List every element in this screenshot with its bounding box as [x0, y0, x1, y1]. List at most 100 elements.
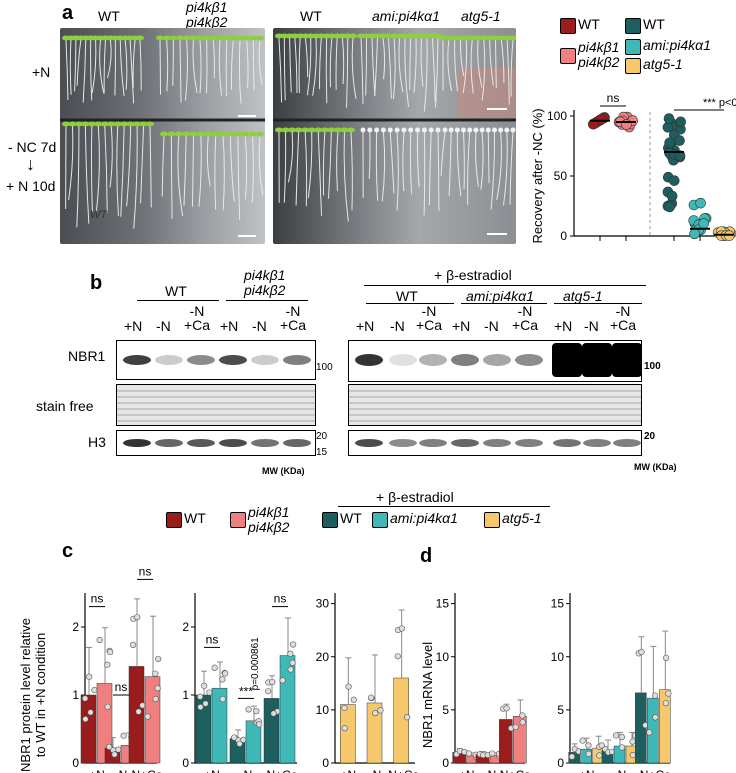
blot-band [355, 439, 383, 447]
data-point [629, 752, 636, 759]
blot-band [355, 354, 383, 366]
seedling-root [192, 39, 198, 93]
blot-right-wt-line [366, 303, 454, 304]
panel-a-label: a [62, 2, 74, 24]
seedling-root [371, 37, 376, 97]
seedling-root [322, 131, 326, 196]
legend-cd-ami-swatch [372, 512, 388, 528]
data-point [253, 708, 260, 715]
data-point [290, 641, 297, 648]
seedling-leaf [462, 35, 471, 41]
legend-cd-atg5-label: atg5-1 [502, 510, 542, 526]
seedling-root [179, 39, 182, 103]
y-tick-label: 0 [557, 756, 564, 770]
seedling-leaf [204, 131, 213, 137]
seedling-leaf [182, 131, 191, 137]
ns-label: ns [274, 592, 287, 606]
seedling-root [68, 125, 74, 201]
seedling-leaf [435, 127, 441, 133]
seedling-leaf [242, 35, 251, 41]
legend-a-pi4k-swatch [560, 48, 576, 64]
data-point [104, 703, 111, 710]
seedling-root [448, 131, 452, 196]
legend-a-pi4k-label: pi4kβ1 pi4kβ2 [578, 39, 620, 70]
seedling-root [463, 131, 465, 189]
seedling-root [409, 131, 413, 195]
seedling-leaf [256, 131, 264, 137]
seedling-leaf [380, 127, 386, 133]
blot-left-lane-ca: -N +Ca [280, 303, 307, 333]
blot-band [219, 355, 247, 365]
seedling-leaf [428, 127, 434, 133]
x-tick-label: +N [204, 768, 220, 773]
scatter-point [664, 137, 675, 149]
seedling-root [480, 131, 484, 190]
seedling-root [381, 131, 386, 202]
seedling-leaf [333, 127, 342, 133]
seedling-root [389, 131, 395, 194]
y-tick-label: 10 [551, 650, 565, 664]
seedling-root [447, 39, 453, 92]
scatter-point [668, 175, 680, 186]
y-tick-label: 20 [316, 650, 330, 664]
x-tick-label: -N+Ca [262, 768, 297, 773]
scatter-point [674, 135, 685, 146]
seedling-root [487, 131, 490, 184]
seedling-root [432, 37, 436, 103]
seedling-leaf [139, 121, 148, 127]
data-point [197, 703, 204, 711]
y-tick-label: 0 [560, 229, 567, 243]
blot-band [123, 355, 151, 365]
data-point [152, 695, 159, 703]
seedling-root [237, 135, 241, 220]
seedling-root [346, 37, 349, 108]
seedling-leaf [373, 33, 382, 39]
row-recovery-label: + N 10d [6, 178, 56, 194]
seedling-leaf [491, 35, 500, 41]
data-point [629, 738, 636, 745]
blot-right-lane-plus-n: +N [554, 318, 573, 334]
data-point [270, 710, 277, 717]
seedling-leaf [182, 35, 191, 41]
blot-right-stain [348, 384, 642, 426]
data-point [341, 725, 348, 732]
seedling-root [477, 39, 483, 88]
seedling-root [341, 37, 345, 85]
seedling-leaf [216, 35, 224, 41]
data-point [139, 702, 146, 709]
y-tick-label: 50 [554, 169, 568, 183]
seedling-leaf [349, 33, 357, 39]
seedling-leaf [485, 127, 491, 133]
scatter-point [664, 201, 675, 213]
data-point [231, 734, 238, 741]
legend-a-ami-swatch [625, 39, 641, 55]
seedling-root [251, 135, 254, 203]
blot-band [483, 439, 511, 447]
seedling-leaf [196, 131, 205, 137]
seedling-leaf [421, 127, 427, 133]
seedling-leaf [133, 121, 142, 127]
blot-right-lane-minus-n: -N [390, 318, 405, 334]
seedling-root [191, 135, 195, 207]
blot-band [613, 439, 641, 447]
seedling-leaf [248, 131, 257, 137]
row-nc-label: - NC 7d [8, 139, 57, 155]
data-point [287, 650, 294, 657]
seedling-leaf [412, 33, 420, 39]
blot-band [155, 439, 183, 447]
seedling-root [428, 131, 432, 206]
mw-right-100: 100 [644, 361, 661, 372]
data-point [211, 664, 218, 671]
seedling-root [423, 37, 428, 112]
seedling-leaf [374, 127, 380, 133]
seedling-root [490, 131, 495, 210]
data-point [86, 673, 93, 680]
blot-right-lane-minus-n: -N [484, 318, 499, 334]
y-tick-label: 5 [442, 703, 449, 717]
y-axis-label-2: to WT in +N condition [33, 633, 48, 757]
legend-a-wt-label: WT [578, 16, 600, 32]
data-point [585, 750, 592, 757]
mw-right-20: 20 [644, 431, 656, 442]
seedling-leaf [256, 35, 264, 41]
blot-left-lane-minus-n: -N [156, 318, 171, 334]
